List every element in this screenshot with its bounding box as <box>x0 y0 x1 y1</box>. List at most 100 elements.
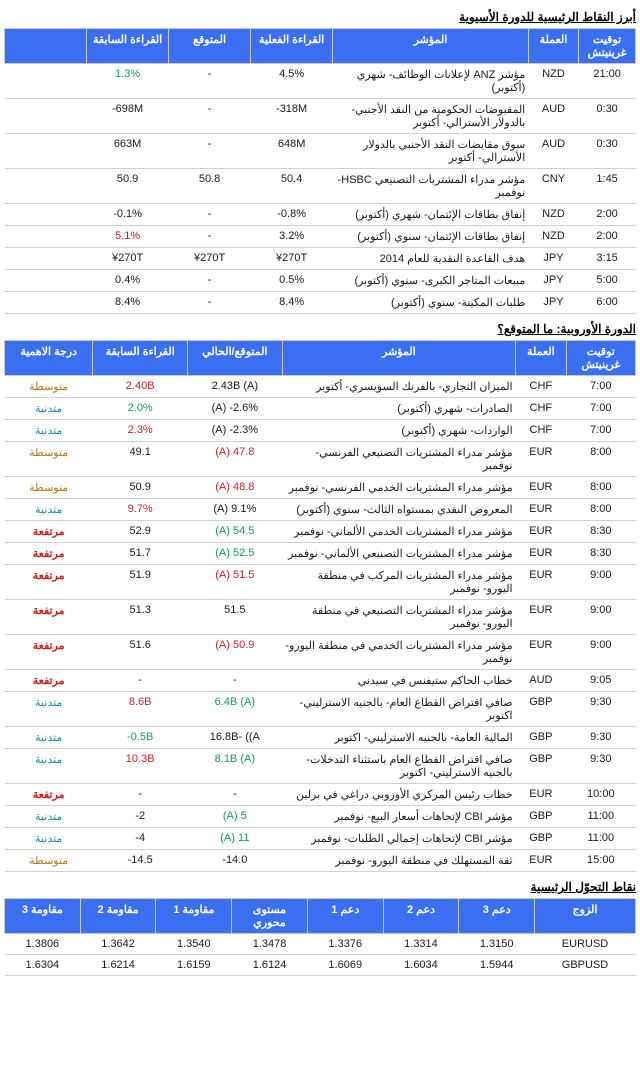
cell-cur: EUR <box>516 543 566 565</box>
cell-prev: 0.1%- <box>87 204 169 226</box>
cell-cur: EUR <box>516 499 566 521</box>
cell-ind: مؤشر مدراء المشتريات التصنيعي HSBC- نوفم… <box>333 169 529 204</box>
cell-cur: EUR <box>516 850 566 872</box>
cell-time: 9:30 <box>566 692 635 727</box>
th-blank <box>5 29 87 64</box>
cell-ind: مؤشر مدراء المشتريات المركب في منطقة الي… <box>282 565 515 600</box>
cell-time: 2:00 <box>579 204 636 226</box>
cell-ind: مبيعات المتاجر الكبرى- سنوي (أكتوبر) <box>333 270 529 292</box>
cell-cur: EUR <box>516 477 566 499</box>
table-row: 1:45CNYمؤشر مدراء المشتريات التصنيعي HSB… <box>5 169 636 204</box>
cell-imp: مرتفعة <box>5 543 93 565</box>
cell-prev: 2- <box>93 806 188 828</box>
cell-ind: طلبات المكينة- سنوي (أكتوبر) <box>333 292 529 314</box>
cell-prev: 49.1 <box>93 442 188 477</box>
cell-ind: الميزان التجاري- بالفرنك السويسري- أكتوب… <box>282 376 515 398</box>
cell-r1: 1.6159 <box>156 955 232 976</box>
cell-s3: 1.3150 <box>459 934 535 955</box>
table-row: 7:00CHFالواردات- شهري (أكتوبر)2.3%- (A)2… <box>5 420 636 442</box>
th-forecast: المتوقع/الحالي <box>188 341 283 376</box>
cell-ind: مؤشر مدراء المشتريات التصنيعي الألماني- … <box>282 543 515 565</box>
cell-r3: 1.6304 <box>5 955 81 976</box>
table-row: 11:00GBPمؤشر CBI لإتجاهات أسعار البيع- ن… <box>5 806 636 828</box>
table-row: 15:00EURثقة المستهلك في منطقة اليورو- نو… <box>5 850 636 872</box>
cell-fc: 2.6%- (A) <box>188 398 283 420</box>
cell-ind: الواردات- شهري (أكتوبر) <box>282 420 515 442</box>
cell-s2: 1.6034 <box>383 955 459 976</box>
cell-imp: مرتفعة <box>5 565 93 600</box>
th-r3: مقاومة 3 <box>5 899 81 934</box>
cell-cur: JPY <box>528 292 578 314</box>
th-time: توقيت غرينيتش <box>579 29 636 64</box>
cell-ind: إنفاق بطاقات الإئتمان- سنوي (أكتوبر) <box>333 226 529 248</box>
cell-time: 0:30 <box>579 99 636 134</box>
cell-fc: 9.1% (A) <box>188 499 283 521</box>
cell-act: 3.2% <box>251 226 333 248</box>
table-row: 9:00EURمؤشر مدراء المشتريات الخدمي في من… <box>5 635 636 670</box>
cell-act: 50.4 <box>251 169 333 204</box>
th-currency: العملة <box>516 341 566 376</box>
cell-ind: المعروض النقدي بمستواه الثالث- سنوي (أكت… <box>282 499 515 521</box>
cell-prev: 8.6B <box>93 692 188 727</box>
cell-time: 8:30 <box>566 543 635 565</box>
cell-r2: 1.6214 <box>80 955 156 976</box>
cell-prev: - <box>93 784 188 806</box>
cell-ind: صافي اقتراض القطاع العام- بالجنيه الاستر… <box>282 692 515 727</box>
th-time: توقيت غرينيتش <box>566 341 635 376</box>
cell-act: 648M <box>251 134 333 169</box>
cell-cur: JPY <box>528 270 578 292</box>
cell-time: 9:00 <box>566 635 635 670</box>
cell-cur: GBP <box>516 727 566 749</box>
cell-imp: متوسطة <box>5 850 93 872</box>
cell-fc: - <box>169 134 251 169</box>
cell-act: 318M- <box>251 99 333 134</box>
th-indicator: المؤشر <box>333 29 529 64</box>
cell-prev: 0.5B- <box>93 727 188 749</box>
cell-fc: ¥270T <box>169 248 251 270</box>
cell-pivot: 1.6124 <box>232 955 308 976</box>
pivot-table: الزوج دعم 3 دعم 2 دعم 1 مستوى محوري مقاو… <box>4 898 636 976</box>
cell-imp: متدنية <box>5 692 93 727</box>
table-row: EURUSD1.31501.33141.33761.34781.35401.36… <box>5 934 636 955</box>
cell-fc: 48.8 (A) <box>188 477 283 499</box>
cell-act: 8.4% <box>251 292 333 314</box>
asia-table: توقيت غرينيتش العملة المؤشر القراءة الفع… <box>4 28 636 314</box>
cell-fc: 50.8 <box>169 169 251 204</box>
th-r1: مقاومة 1 <box>156 899 232 934</box>
cell-prev: 50.9 <box>93 477 188 499</box>
cell-imp: مرتفعة <box>5 670 93 692</box>
table-row: 7:00CHFالميزان التجاري- بالفرنك السويسري… <box>5 376 636 398</box>
table-row: 8:00EURالمعروض النقدي بمستواه الثالث- سن… <box>5 499 636 521</box>
cell-prev: 50.9 <box>87 169 169 204</box>
cell-time: 21:00 <box>579 64 636 99</box>
cell-prev: 14.5- <box>93 850 188 872</box>
cell-prev: 5.1% <box>87 226 169 248</box>
cell-fc: - <box>169 204 251 226</box>
th-s3: دعم 3 <box>459 899 535 934</box>
cell-r2: 1.3642 <box>80 934 156 955</box>
cell-ind: خطاب الحاكم ستيفنس في سيدني <box>282 670 515 692</box>
cell-fc: 47.8 (A) <box>188 442 283 477</box>
cell-time: 10:00 <box>566 784 635 806</box>
cell-fc: 6.4B (A) <box>188 692 283 727</box>
table-row: 8:30EURمؤشر مدراء المشتريات التصنيعي الأ… <box>5 543 636 565</box>
cell-imp: مرتفعة <box>5 600 93 635</box>
cell-time: 9:05 <box>566 670 635 692</box>
th-previous: القراءة السابقة <box>93 341 188 376</box>
cell-blank <box>5 226 87 248</box>
cell-prev: 663M <box>87 134 169 169</box>
cell-ind: الصادرات- شهري (أكتوبر) <box>282 398 515 420</box>
europe-table: توقيت غرينيتش العملة المؤشر المتوقع/الحا… <box>4 340 636 872</box>
cell-time: 9:30 <box>566 727 635 749</box>
th-currency: العملة <box>528 29 578 64</box>
cell-cur: NZD <box>528 204 578 226</box>
table-row: 8:00EURمؤشر مدراء المشتريات الخدمي الفرن… <box>5 477 636 499</box>
cell-imp: متدنية <box>5 806 93 828</box>
cell-prev: 698M- <box>87 99 169 134</box>
cell-imp: متوسطة <box>5 376 93 398</box>
cell-pivot: 1.3478 <box>232 934 308 955</box>
cell-cur: CHF <box>516 398 566 420</box>
cell-ind: مؤشر ANZ لإعلانات الوظائف- شهري (أكتوبر) <box>333 64 529 99</box>
table-row: 8:00EURمؤشر مدراء المشتريات التصنيعي الف… <box>5 442 636 477</box>
table-row: 2:00NZDإنفاق بطاقات الإئتمان- سنوي (أكتو… <box>5 226 636 248</box>
